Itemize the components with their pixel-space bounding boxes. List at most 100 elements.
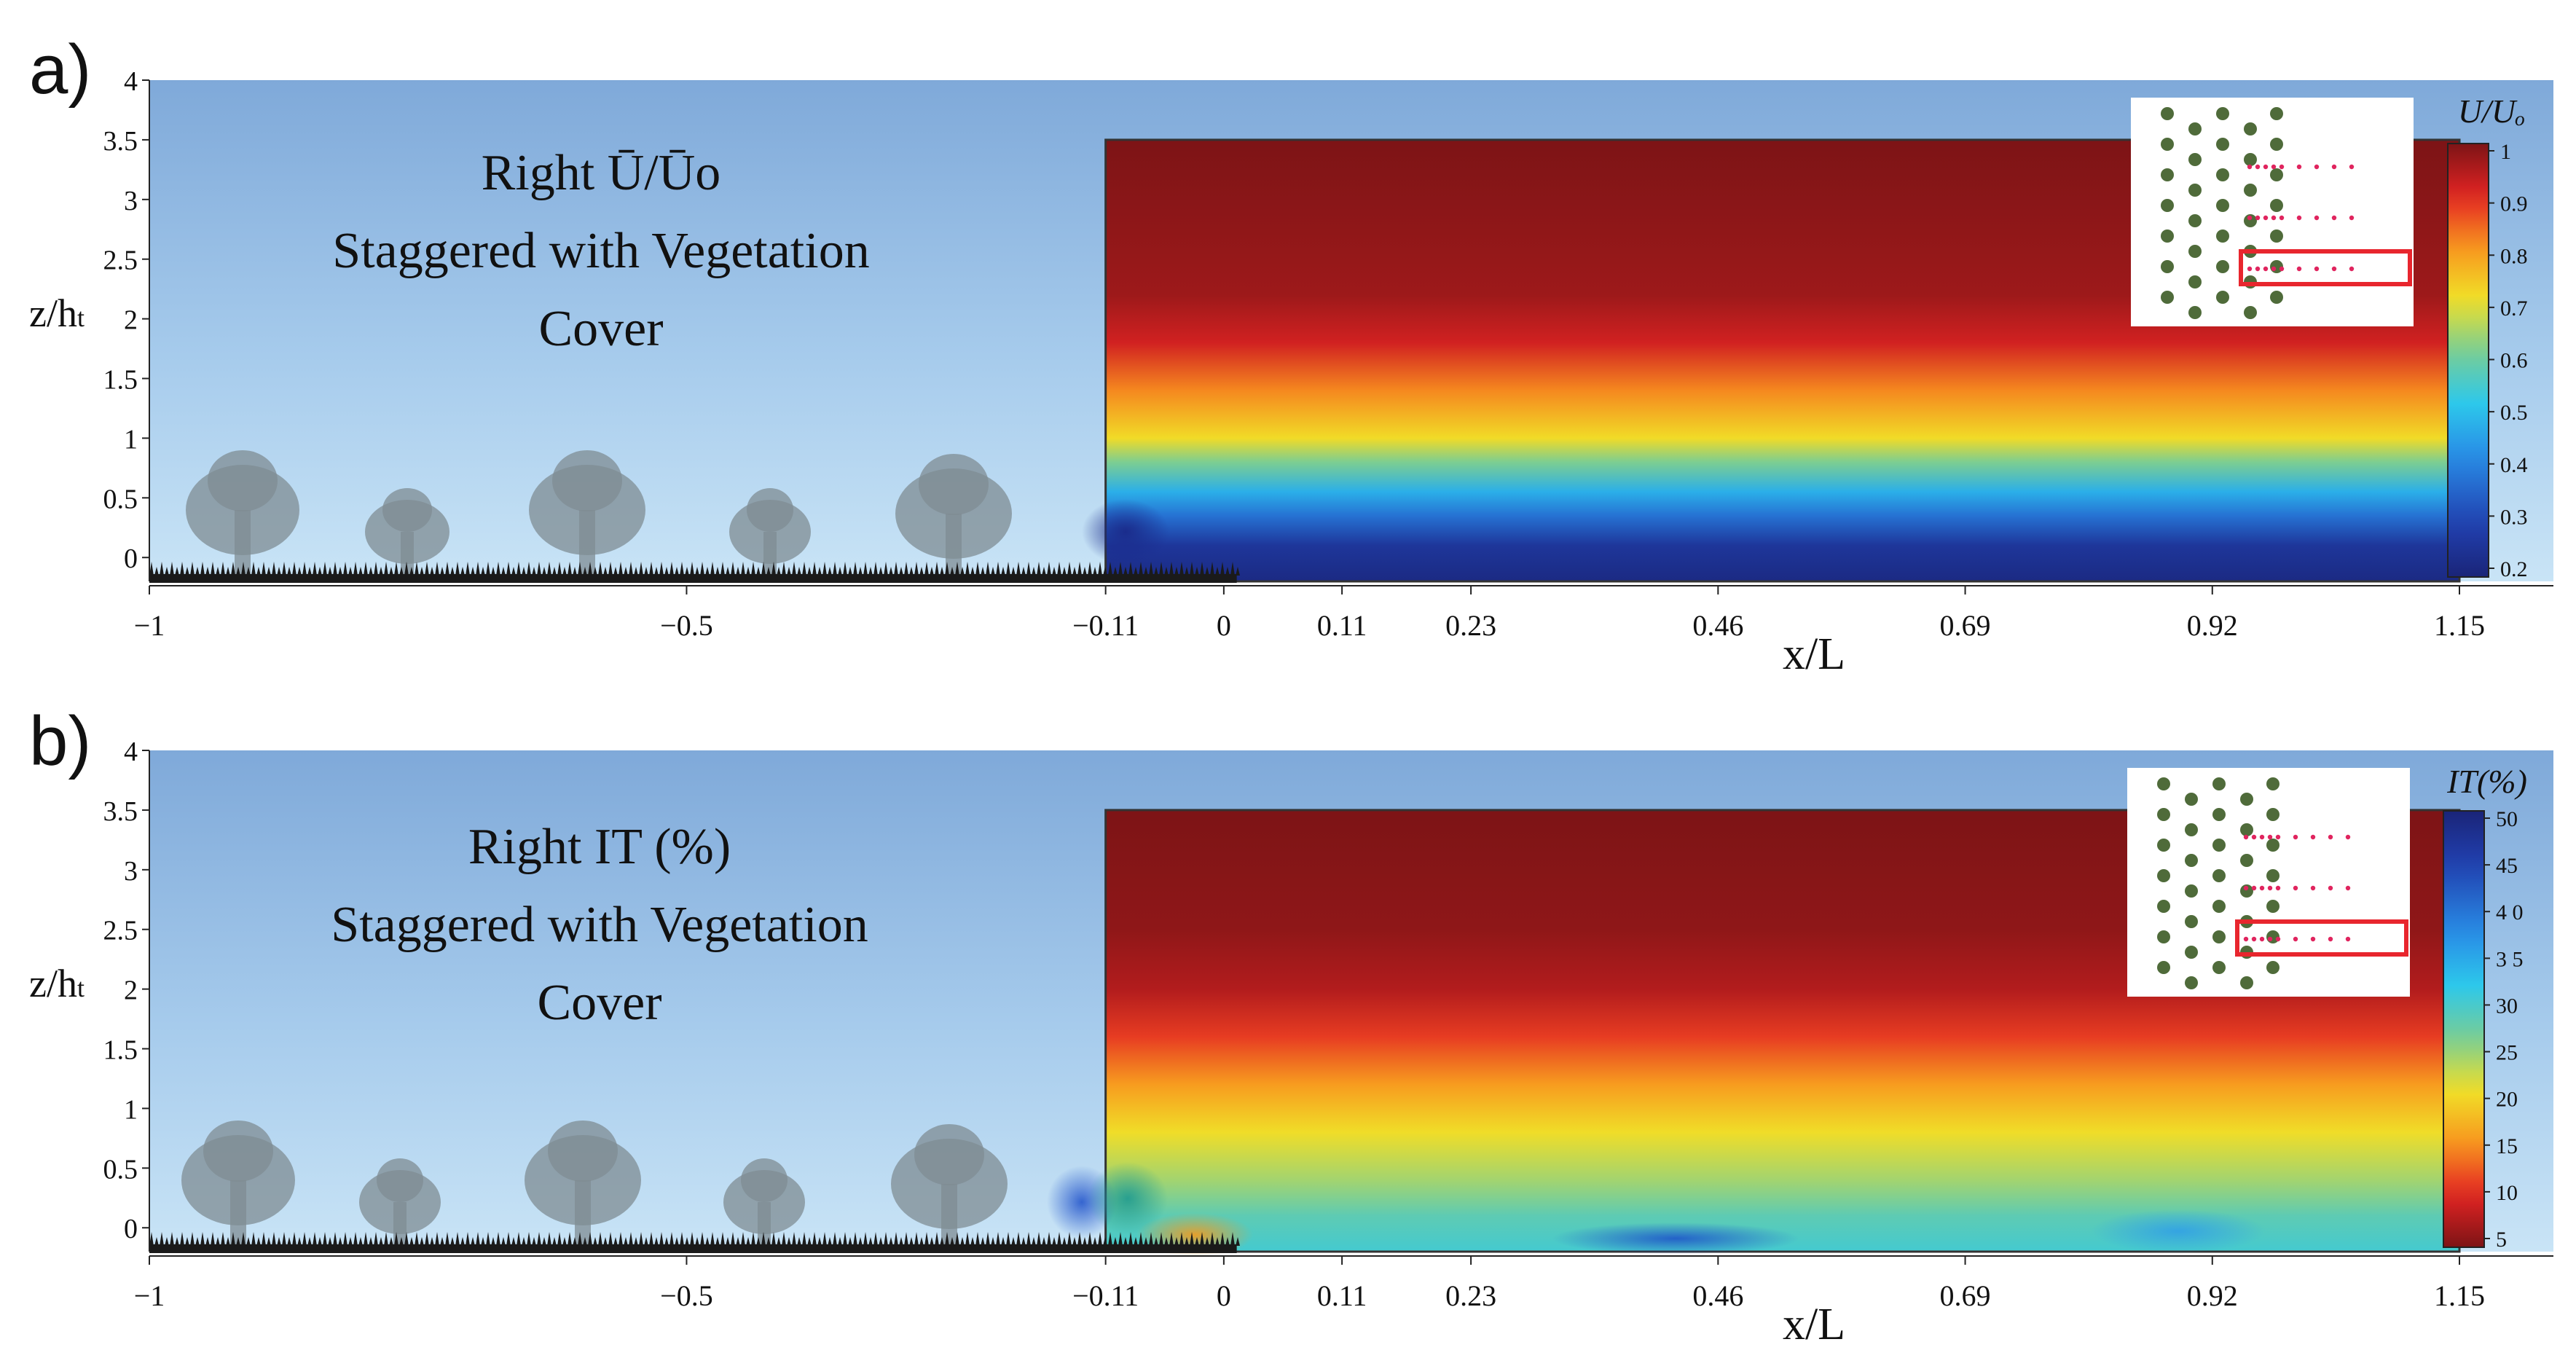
x-axis-label: x/L: [1783, 629, 1845, 679]
colorbar-tick-label: 3 5: [2496, 947, 2524, 971]
field-anomalies: [1047, 1162, 2266, 1257]
inset-probe-dot: [2247, 215, 2253, 221]
x-tick-label: −0.5: [660, 1279, 713, 1312]
inset-probe-dot: [2267, 936, 2273, 942]
colorbar-tick-label: 0.4: [2500, 453, 2528, 477]
y-tick-label: 0.5: [103, 484, 138, 514]
inset-tree-dot: [2188, 153, 2202, 166]
inset-probe-dot: [2296, 266, 2302, 272]
inset-probe-dot: [2296, 215, 2302, 221]
inset-tree-dot: [2185, 976, 2198, 989]
x-tick-label: 0: [1217, 609, 1231, 642]
inset-tree-dot: [2188, 214, 2202, 227]
inset-tree-dot: [2161, 107, 2174, 120]
tree-icon: [186, 450, 299, 579]
title-line: Right Ū/Ūo: [482, 145, 721, 201]
inset-probe-dot: [2349, 266, 2355, 272]
y-tick-label: 4: [124, 737, 138, 767]
inset-tree-dot: [2216, 291, 2229, 304]
inset-tree-dot: [2212, 961, 2226, 974]
y-tick-label: 1: [124, 424, 138, 455]
inset-probe-dot: [2314, 164, 2320, 170]
y-axis: 0 0.5 1 1.5 2 2.5 3 3.5 4: [103, 737, 150, 1252]
inset-probe-dot: [2259, 885, 2265, 891]
inset-probe-dot: [2314, 266, 2320, 272]
title-line: Cover: [538, 301, 663, 357]
tree-row: [181, 1120, 1008, 1249]
inset-probe-dot: [2255, 215, 2261, 221]
inset-tree-dot: [2240, 793, 2253, 806]
tree-row: [186, 450, 1012, 579]
colorbar-tick-label: 0.2: [2500, 557, 2528, 581]
inset-probe-dot: [2251, 885, 2257, 891]
inset-probe-dot: [2275, 885, 2281, 891]
x-axis: −1 −0.5 −0.11 0 0.11 0.23 0.46 0.69 0.92 1.15: [134, 585, 2553, 642]
inset-probe-dot: [2247, 266, 2253, 272]
inset-tree-dot: [2216, 138, 2229, 151]
x-tick-label: 0.46: [1692, 1279, 1743, 1312]
inset-tree-dot: [2161, 229, 2174, 243]
inset-tree-dot: [2161, 291, 2174, 304]
x-tick-label: 0: [1217, 1279, 1231, 1312]
inset-tree-dot: [2266, 777, 2279, 790]
inset-probe-dot: [2279, 164, 2285, 170]
inset-probe-dot: [2259, 834, 2265, 840]
inset-probe-dot: [2271, 215, 2277, 221]
panel-label: a): [29, 31, 91, 109]
inset-tree-dot: [2266, 869, 2279, 882]
inset-tree-dot: [2157, 808, 2170, 821]
x-tick-label: 1.15: [2434, 609, 2485, 642]
inset-probe-dot: [2314, 215, 2320, 221]
inset-probe-dot: [2328, 936, 2333, 942]
grass-blades: [149, 562, 1240, 576]
inset-tree-dot: [2216, 168, 2229, 181]
tree-icon: [723, 1158, 805, 1249]
inset-tree-dot: [2188, 275, 2202, 289]
colorbar-tick-label: 0.3: [2500, 505, 2528, 529]
inset-tree-dot: [2157, 961, 2170, 974]
inset-probe-dot: [2255, 266, 2261, 272]
y-tick-label: 4: [124, 66, 138, 97]
inset-tree-dot: [2270, 168, 2283, 181]
inset-tree-dot: [2185, 823, 2198, 836]
inset-tree-dot: [2157, 777, 2170, 790]
x-tick-label: 0.23: [1445, 1279, 1496, 1312]
field-anomalies: [1082, 499, 1169, 565]
inset-probe-dot: [2275, 834, 2281, 840]
inset-tree-dot: [2266, 900, 2279, 913]
inset-tree-dot: [2161, 138, 2174, 151]
x-tick-label: −0.11: [1072, 609, 1139, 642]
inset-probe-dot: [2293, 834, 2298, 840]
inset-probe-dot: [2267, 834, 2273, 840]
y-axis-label: z/ht: [29, 291, 85, 335]
x-tick-label: 0.23: [1445, 609, 1496, 642]
field-anomaly: [1552, 1222, 1799, 1255]
inset-tree-array: [2157, 777, 2279, 989]
inset-tree-dot: [2244, 153, 2257, 166]
inset-probe-dot: [2345, 834, 2351, 840]
panel-b: b): [29, 702, 2553, 1349]
colorbar-tick-label: 0.7: [2500, 297, 2528, 321]
colorbar-tick-label: 30: [2496, 994, 2518, 1018]
inset-tree-dot: [2161, 199, 2174, 212]
colorbar-tick-label: 0.8: [2500, 244, 2528, 268]
inset-tree-dot: [2216, 107, 2229, 120]
inset-tree-dot: [2270, 138, 2283, 151]
colorbar: U/Uₒ 0.2 0.3 0.4 0.5 0.6 0.7 0.8 0.9 1: [2447, 93, 2528, 581]
inset-tree-dot: [2244, 184, 2257, 197]
inset-probe-dot: [2251, 834, 2257, 840]
y-tick-label: 2: [124, 976, 138, 1006]
grass-strip: [149, 562, 1240, 583]
inset-probe-dot: [2331, 215, 2337, 221]
y-tick-label: 0: [124, 543, 138, 574]
colorbar-tick-label: 0.6: [2500, 349, 2528, 373]
inset-background: [2131, 98, 2414, 326]
x-axis: −1 −0.5 −0.11 0 0.11 0.23 0.46 0.69 0.92 1.15: [134, 1255, 2553, 1312]
colorbar-tick-label: 0.5: [2500, 401, 2528, 425]
inset-probe-dot: [2310, 834, 2316, 840]
y-tick-label: 1: [124, 1094, 138, 1125]
inset-tree-dot: [2161, 168, 2174, 181]
inset-tree-array: [2161, 107, 2283, 319]
inset-tree-dot: [2157, 869, 2170, 882]
x-tick-label: 0.69: [1940, 609, 1991, 642]
